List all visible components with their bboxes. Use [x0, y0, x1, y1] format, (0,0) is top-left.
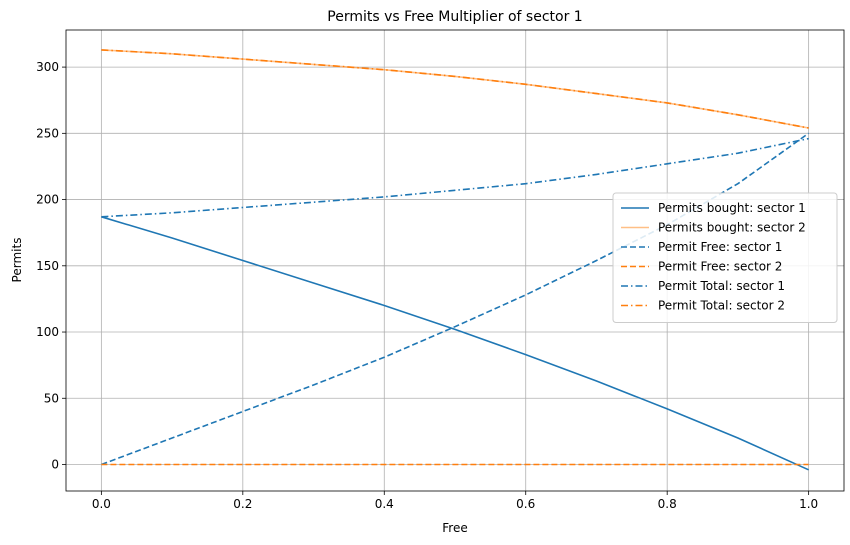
- series-line-5: [101, 49, 809, 129]
- y-axis-label: Permits: [10, 238, 24, 283]
- x-tick-label-5: 1.0: [799, 497, 818, 511]
- x-axis-label: Free: [442, 521, 467, 535]
- plot-frame: [65, 29, 845, 492]
- legend-label-4: Permit Total: sector 1: [658, 279, 785, 293]
- legend-label-5: Permit Total: sector 2: [658, 299, 785, 313]
- y-tick-label-2: 100: [36, 325, 59, 339]
- series-lines: [101, 49, 810, 471]
- legend-label-3: Permit Free: sector 2: [658, 260, 782, 274]
- x-tick-label-4: 0.8: [658, 497, 677, 511]
- y-tick-label-0: 0: [51, 458, 59, 472]
- series-line-4: [101, 137, 809, 218]
- legend-label-1: Permits bought: sector 2: [658, 221, 806, 235]
- legend-label-0: Permits bought: sector 1: [658, 201, 806, 215]
- series-line-0: [101, 216, 809, 471]
- legend-box: [612, 192, 838, 323]
- chart-title: Permits vs Free Multiplier of sector 1: [327, 9, 582, 25]
- x-tick-label-1: 0.2: [233, 497, 252, 511]
- y-tick-label-1: 50: [44, 391, 59, 405]
- legend: Permits bought: sector 1 Permits bought: …: [612, 192, 838, 323]
- y-tick-label-5: 250: [36, 126, 59, 140]
- x-tick-label-0: 0.0: [92, 497, 111, 511]
- y-tick-label-6: 300: [36, 60, 59, 74]
- y-tick-label-4: 200: [36, 193, 59, 207]
- legend-label-2: Permit Free: sector 1: [658, 240, 782, 254]
- y-tick-label-3: 150: [36, 259, 59, 273]
- y-axis-ticks: 0 50 100 150 200 250 300: [36, 60, 66, 472]
- x-axis-ticks: 0.0 0.2 0.4 0.6 0.8 1.0: [92, 491, 818, 511]
- x-tick-label-3: 0.6: [516, 497, 535, 511]
- x-tick-label-2: 0.4: [375, 497, 394, 511]
